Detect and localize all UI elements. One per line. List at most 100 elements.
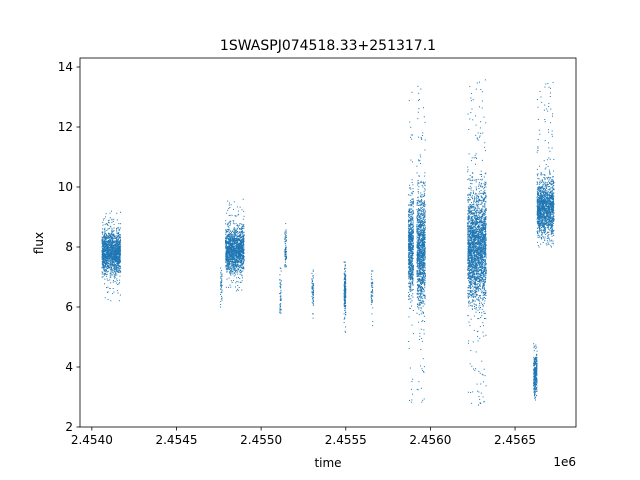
data-point bbox=[229, 247, 231, 249]
data-point bbox=[234, 253, 236, 255]
data-point bbox=[232, 240, 234, 242]
data-point bbox=[423, 283, 425, 285]
data-point bbox=[235, 249, 237, 251]
data-point bbox=[344, 264, 346, 266]
data-point bbox=[234, 257, 236, 259]
data-point bbox=[118, 261, 120, 263]
data-point bbox=[410, 204, 412, 206]
data-point bbox=[409, 247, 411, 249]
data-point bbox=[285, 266, 287, 268]
data-point bbox=[107, 259, 109, 261]
data-point bbox=[243, 252, 245, 254]
data-point bbox=[106, 234, 108, 236]
data-point bbox=[230, 248, 232, 250]
data-point bbox=[235, 260, 237, 262]
data-point bbox=[101, 257, 103, 259]
data-point bbox=[234, 215, 236, 217]
data-point bbox=[411, 282, 413, 284]
data-point bbox=[238, 261, 240, 263]
data-point bbox=[239, 252, 241, 254]
data-point bbox=[312, 303, 314, 305]
data-point bbox=[110, 262, 112, 264]
data-point bbox=[102, 233, 104, 235]
data-point bbox=[424, 276, 426, 278]
data-point bbox=[116, 236, 118, 238]
data-point bbox=[109, 233, 111, 235]
data-point bbox=[101, 276, 103, 278]
data-point bbox=[227, 241, 229, 243]
data-point bbox=[118, 245, 120, 247]
data-point bbox=[424, 277, 426, 279]
data-point bbox=[231, 236, 233, 238]
data-point bbox=[411, 275, 413, 277]
data-point bbox=[242, 244, 244, 246]
data-point bbox=[419, 292, 421, 294]
data-point bbox=[418, 221, 420, 223]
data-point bbox=[229, 260, 231, 262]
data-point bbox=[104, 252, 106, 254]
data-point bbox=[410, 277, 412, 279]
data-point bbox=[227, 238, 229, 240]
data-point bbox=[410, 268, 412, 270]
data-point bbox=[410, 232, 412, 234]
data-point bbox=[241, 262, 243, 264]
data-point bbox=[233, 259, 235, 261]
data-point bbox=[112, 259, 114, 261]
data-point bbox=[231, 251, 233, 253]
data-point bbox=[237, 232, 239, 234]
data-point bbox=[311, 295, 313, 297]
data-point bbox=[230, 243, 232, 245]
data-point bbox=[343, 293, 345, 295]
chart-title: 1SWASPJ074518.33+251317.1 bbox=[220, 38, 436, 54]
data-point bbox=[240, 237, 242, 239]
data-point bbox=[410, 227, 412, 229]
data-point bbox=[107, 248, 109, 250]
data-point bbox=[226, 244, 228, 246]
data-point bbox=[243, 261, 245, 263]
data-point bbox=[241, 230, 243, 232]
data-point bbox=[422, 214, 424, 216]
data-point bbox=[239, 223, 241, 225]
data-point bbox=[230, 274, 232, 276]
data-point bbox=[226, 234, 228, 236]
data-point bbox=[424, 227, 426, 229]
data-point bbox=[279, 283, 281, 285]
data-point bbox=[232, 263, 234, 265]
data-point bbox=[114, 240, 116, 242]
data-point bbox=[424, 219, 426, 221]
data-point bbox=[227, 249, 229, 251]
data-point bbox=[109, 256, 111, 258]
data-point bbox=[412, 271, 414, 273]
data-point bbox=[228, 241, 230, 243]
data-point bbox=[110, 246, 112, 248]
data-point bbox=[412, 273, 414, 275]
data-point bbox=[343, 299, 345, 301]
data-point bbox=[236, 277, 238, 279]
data-point bbox=[242, 235, 244, 237]
data-point bbox=[242, 232, 244, 234]
data-point bbox=[232, 248, 234, 250]
data-point bbox=[110, 268, 112, 270]
data-point bbox=[420, 310, 422, 312]
data-point bbox=[236, 250, 238, 252]
data-point bbox=[239, 255, 241, 257]
data-point bbox=[101, 236, 103, 238]
data-point bbox=[104, 252, 106, 254]
data-point bbox=[106, 241, 108, 243]
data-point bbox=[238, 225, 240, 227]
data-point bbox=[105, 246, 107, 247]
data-point bbox=[242, 238, 244, 240]
data-point bbox=[221, 284, 222, 286]
data-point bbox=[232, 250, 234, 252]
data-point bbox=[228, 227, 230, 229]
data-point bbox=[105, 253, 107, 255]
data-point bbox=[410, 159, 412, 161]
data-point bbox=[408, 211, 410, 213]
data-point bbox=[112, 245, 114, 247]
data-point bbox=[344, 274, 346, 276]
data-point bbox=[104, 230, 106, 232]
data-point bbox=[412, 203, 414, 205]
data-point bbox=[313, 285, 315, 287]
data-point bbox=[119, 294, 121, 296]
data-point bbox=[107, 267, 109, 269]
